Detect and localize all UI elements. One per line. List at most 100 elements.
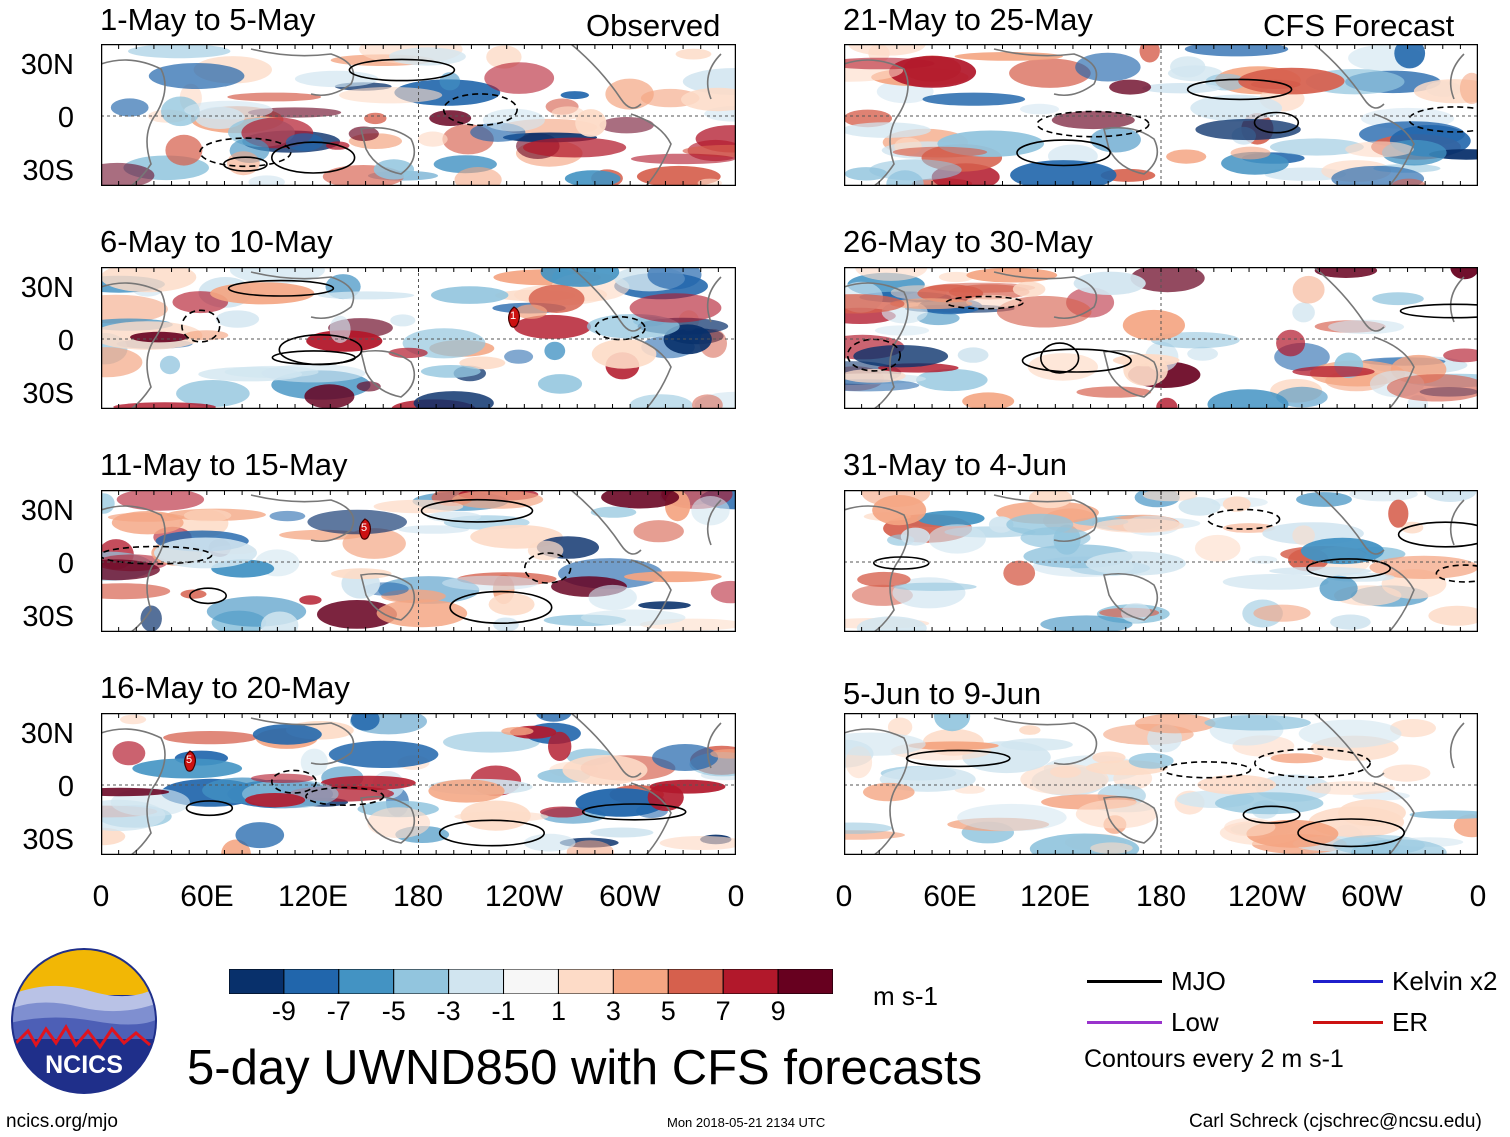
wind-anomaly-shade [1130,267,1205,293]
wind-anomaly-shade [536,713,572,722]
wind-anomaly-shade [1073,271,1146,295]
lon-label: 180 [392,880,444,913]
wind-anomaly-shade [1090,842,1133,854]
mjo-contour [1162,761,1252,779]
wind-anomaly-shade [629,293,722,323]
lat-label: 30S [22,824,74,856]
lat-label: 0 [57,771,74,803]
storm-marker-1: 1 [505,306,523,328]
wind-anomaly-shade [523,833,576,852]
wind-anomaly-shade [1207,389,1289,409]
coastline [101,59,166,186]
wind-anomaly-shade [675,48,712,60]
wind-anomaly-shade [1194,534,1241,562]
wind-anomaly-shade [328,740,439,768]
wind-anomaly-shade [659,836,736,850]
wind-anomaly-shade [442,575,539,591]
coastline [1373,336,1415,409]
mjo-contour [270,769,317,794]
coastline [706,276,722,323]
colorbar-tick: 5 [660,996,676,1026]
mjo-contour [1253,748,1371,779]
wind-anomaly-shade [163,731,258,745]
lat-label: 30N [20,495,74,527]
colorbar-bin [722,969,779,994]
panel-title-4: 16-May to 20-May [100,670,350,705]
wind-anomaly-shade [154,537,257,569]
wind-anomaly-shade [176,380,250,407]
mjo-contour [872,556,930,570]
wind-anomaly-shade [1190,94,1283,122]
wind-anomaly-shade [917,510,985,527]
map-panel-26-may-30-may [844,267,1478,409]
colorbar [229,969,833,994]
wind-anomaly-shade [331,568,392,580]
footer-author[interactable]: Carl Schreck (cjschrec@ncsu.edu) [1189,1111,1482,1132]
wind-anomaly-shade [844,294,905,314]
wind-anomaly-shade [504,349,534,364]
wind-anomaly-shade [304,384,355,409]
wind-anomaly-shade [1085,551,1186,576]
wind-anomaly-shade [428,779,505,803]
coastline [1313,267,1385,332]
wind-anomaly-shade [1142,490,1198,502]
mjo-contour [420,498,534,523]
mjo-contour [181,309,221,343]
wind-anomaly-shade [443,731,540,753]
wind-anomaly-shade [245,793,306,808]
wind-anomaly-shade [101,347,143,378]
wind-anomaly-shade [649,779,726,794]
wind-anomaly-shade [1109,79,1152,95]
lon-label: 120E [277,880,349,913]
coastline [101,505,166,632]
colorbar-tick: 3 [605,996,621,1026]
wind-anomaly-shade [869,159,962,181]
map-panel-21-may-25-may [844,44,1478,186]
wind-anomaly-shade [1223,523,1276,533]
wind-anomaly-shade [1184,44,1289,57]
wind-anomaly-shade [210,282,315,305]
wind-anomaly-shade [528,284,585,313]
wind-anomaly-shade [1409,810,1478,819]
colorbar-tick: -7 [326,996,351,1026]
wind-anomaly-shade [1269,566,1372,576]
wind-anomaly-shade [101,162,155,186]
mjo-contour [222,156,268,172]
wind-anomaly-shade [101,799,166,831]
coastline [250,494,355,543]
main-title: 5-day UWND850 with CFS forecasts [187,1041,983,1095]
panel-title-6: 26-May to 30-May [843,224,1093,259]
wind-anomaly-shade [1349,490,1418,502]
mjo-contour [1297,818,1405,848]
coastline [1449,722,1465,769]
coastline [706,722,722,769]
colorbar-bin [503,969,559,994]
wind-anomaly-shade [848,44,926,56]
lat-label: 30S [22,378,74,410]
wind-anomaly-shade [229,267,325,284]
coastline [1313,44,1385,109]
wind-anomaly-shade [1270,753,1324,764]
wind-anomaly-shade [900,527,930,546]
colorbar-bin [338,969,395,994]
coastline [360,795,416,844]
mjo-contour [305,786,385,806]
wind-anomaly-shade [116,490,205,511]
footer-url[interactable]: ncics.org/mjo [6,1111,118,1132]
coastline [1103,795,1159,844]
wind-anomaly-shade [321,775,416,791]
wind-anomaly-shade [1292,525,1315,546]
coastline [570,490,642,555]
wind-anomaly-shade [1019,103,1060,115]
coastline [1313,490,1385,555]
mjo-contour [101,545,213,565]
wind-anomaly-shade [523,137,627,158]
wind-anomaly-shade [493,617,519,632]
wind-anomaly-shade [1443,348,1478,363]
coastline [250,271,355,320]
storm-marker-label: 1 [510,310,517,322]
mjo-contour [348,58,456,82]
coastline [1103,349,1159,398]
wind-anomaly-shade [101,294,168,324]
wind-anomaly-shade [488,593,535,616]
